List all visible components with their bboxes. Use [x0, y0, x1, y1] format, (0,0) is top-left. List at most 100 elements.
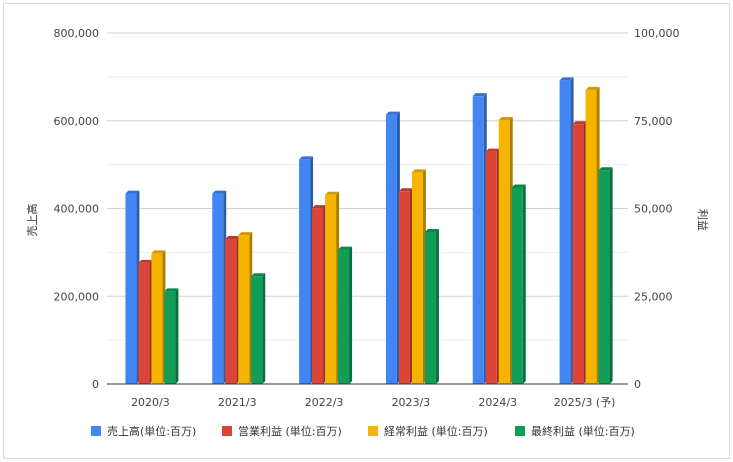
- bar-top: [398, 188, 413, 192]
- legend-item[interactable]: 経常利益 (単位:百万): [368, 424, 488, 438]
- bar: [325, 191, 340, 384]
- bar-front: [238, 235, 250, 384]
- bar-top: [151, 250, 166, 254]
- bar: [138, 259, 153, 384]
- legend-label: 営業利益 (単位:百万): [238, 424, 342, 438]
- bar-front: [312, 208, 324, 384]
- bar: [572, 121, 587, 384]
- bar: [424, 229, 439, 384]
- bar-front: [251, 276, 263, 384]
- bar-top: [472, 93, 487, 97]
- bar-top: [251, 273, 266, 277]
- bar: [125, 190, 140, 384]
- y-left-tick-label: 600,000: [54, 115, 100, 128]
- bar-side: [349, 246, 353, 384]
- bar-top: [225, 236, 240, 240]
- bar-front: [164, 291, 176, 384]
- bar-top: [299, 156, 314, 160]
- bar: [511, 184, 526, 384]
- bar: [151, 250, 166, 384]
- bar: [472, 93, 487, 385]
- bar-top: [498, 117, 513, 121]
- legend-swatch: [91, 426, 101, 436]
- gridlines: [107, 32, 628, 385]
- bar: [559, 77, 574, 384]
- bar-front: [485, 151, 497, 384]
- bar: [299, 156, 314, 384]
- bar: [485, 148, 500, 384]
- bar-top: [138, 259, 153, 263]
- legend-item[interactable]: 最終利益 (単位:百万): [515, 424, 635, 438]
- bar: [338, 246, 353, 384]
- legend: 売上高(単位:百万) 営業利益 (単位:百万) 経常利益 (単位:百万) 最終利益 (…: [91, 424, 635, 438]
- legend-label: 経常利益 (単位:百万): [384, 424, 488, 438]
- legend-label: 最終利益 (単位:百万): [531, 424, 635, 438]
- bar: [312, 205, 327, 384]
- y-right-tick-label: 75,000: [634, 115, 673, 128]
- y-right-tick-label: 50,000: [634, 203, 673, 216]
- legend-swatch: [368, 426, 378, 436]
- x-tick-label: 2024/3: [478, 396, 517, 409]
- bar: [598, 167, 613, 384]
- bar-top: [212, 190, 227, 194]
- bar-front: [138, 262, 150, 384]
- bar-front: [212, 193, 224, 384]
- bar-front: [398, 191, 410, 384]
- bar-front: [411, 172, 423, 384]
- bar: [398, 188, 413, 384]
- bar-top: [559, 77, 574, 81]
- legend-item[interactable]: 売上高(単位:百万): [91, 424, 196, 438]
- bar: [225, 236, 240, 384]
- bar-top: [572, 121, 587, 125]
- bar-top: [485, 148, 500, 152]
- bar-side: [609, 167, 613, 384]
- bar-front: [325, 194, 337, 384]
- x-tick-label: 2023/3: [392, 396, 431, 409]
- legend-swatch: [222, 426, 232, 436]
- y-right-tick-label: 0: [634, 378, 641, 391]
- bar-top: [511, 184, 526, 188]
- bar-front: [559, 80, 571, 384]
- bar-side: [175, 288, 179, 384]
- x-tick-label: 2021/3: [218, 396, 257, 409]
- bar-top: [424, 229, 439, 233]
- bar-side: [435, 229, 439, 384]
- bar-front: [338, 249, 350, 384]
- y-left-tick-label: 200,000: [54, 290, 100, 303]
- bar-top: [411, 169, 426, 173]
- bar-top: [598, 167, 613, 171]
- x-tick-label: 2020/3: [131, 396, 170, 409]
- y-right-tick-label: 25,000: [634, 290, 673, 303]
- axes: 0 200,000 400,000 600,000 800,000 0 25,000 50,0…: [54, 27, 680, 409]
- bar-front: [572, 124, 584, 384]
- bar: [585, 86, 600, 384]
- bar-front: [598, 170, 610, 384]
- bar-front: [472, 96, 484, 385]
- bar-top: [385, 111, 400, 115]
- y-right-tick-label: 100,000: [634, 27, 680, 40]
- legend-swatch: [515, 426, 525, 436]
- y-left-tick-label: 400,000: [54, 203, 100, 216]
- bar: [411, 169, 426, 384]
- bar: [385, 111, 400, 385]
- bar: [251, 273, 266, 384]
- bar-front: [125, 193, 137, 384]
- x-tick-label: 2022/3: [305, 396, 344, 409]
- bar-top: [585, 86, 600, 90]
- bar-front: [151, 253, 163, 384]
- bar: [238, 232, 253, 384]
- bar-top: [325, 191, 340, 195]
- bar-front: [498, 120, 510, 384]
- bar: [498, 117, 513, 384]
- legend-label: 売上高(単位:百万): [107, 424, 196, 438]
- bars: [125, 77, 613, 385]
- bar-front: [511, 187, 523, 384]
- bar-side: [522, 184, 526, 384]
- legend-item[interactable]: 営業利益 (単位:百万): [222, 424, 342, 438]
- bar-front: [385, 114, 397, 385]
- bar-front: [424, 232, 436, 384]
- bar-top: [164, 288, 179, 292]
- y-axis-right-title: 利益: [696, 209, 710, 231]
- bar-front: [585, 89, 597, 384]
